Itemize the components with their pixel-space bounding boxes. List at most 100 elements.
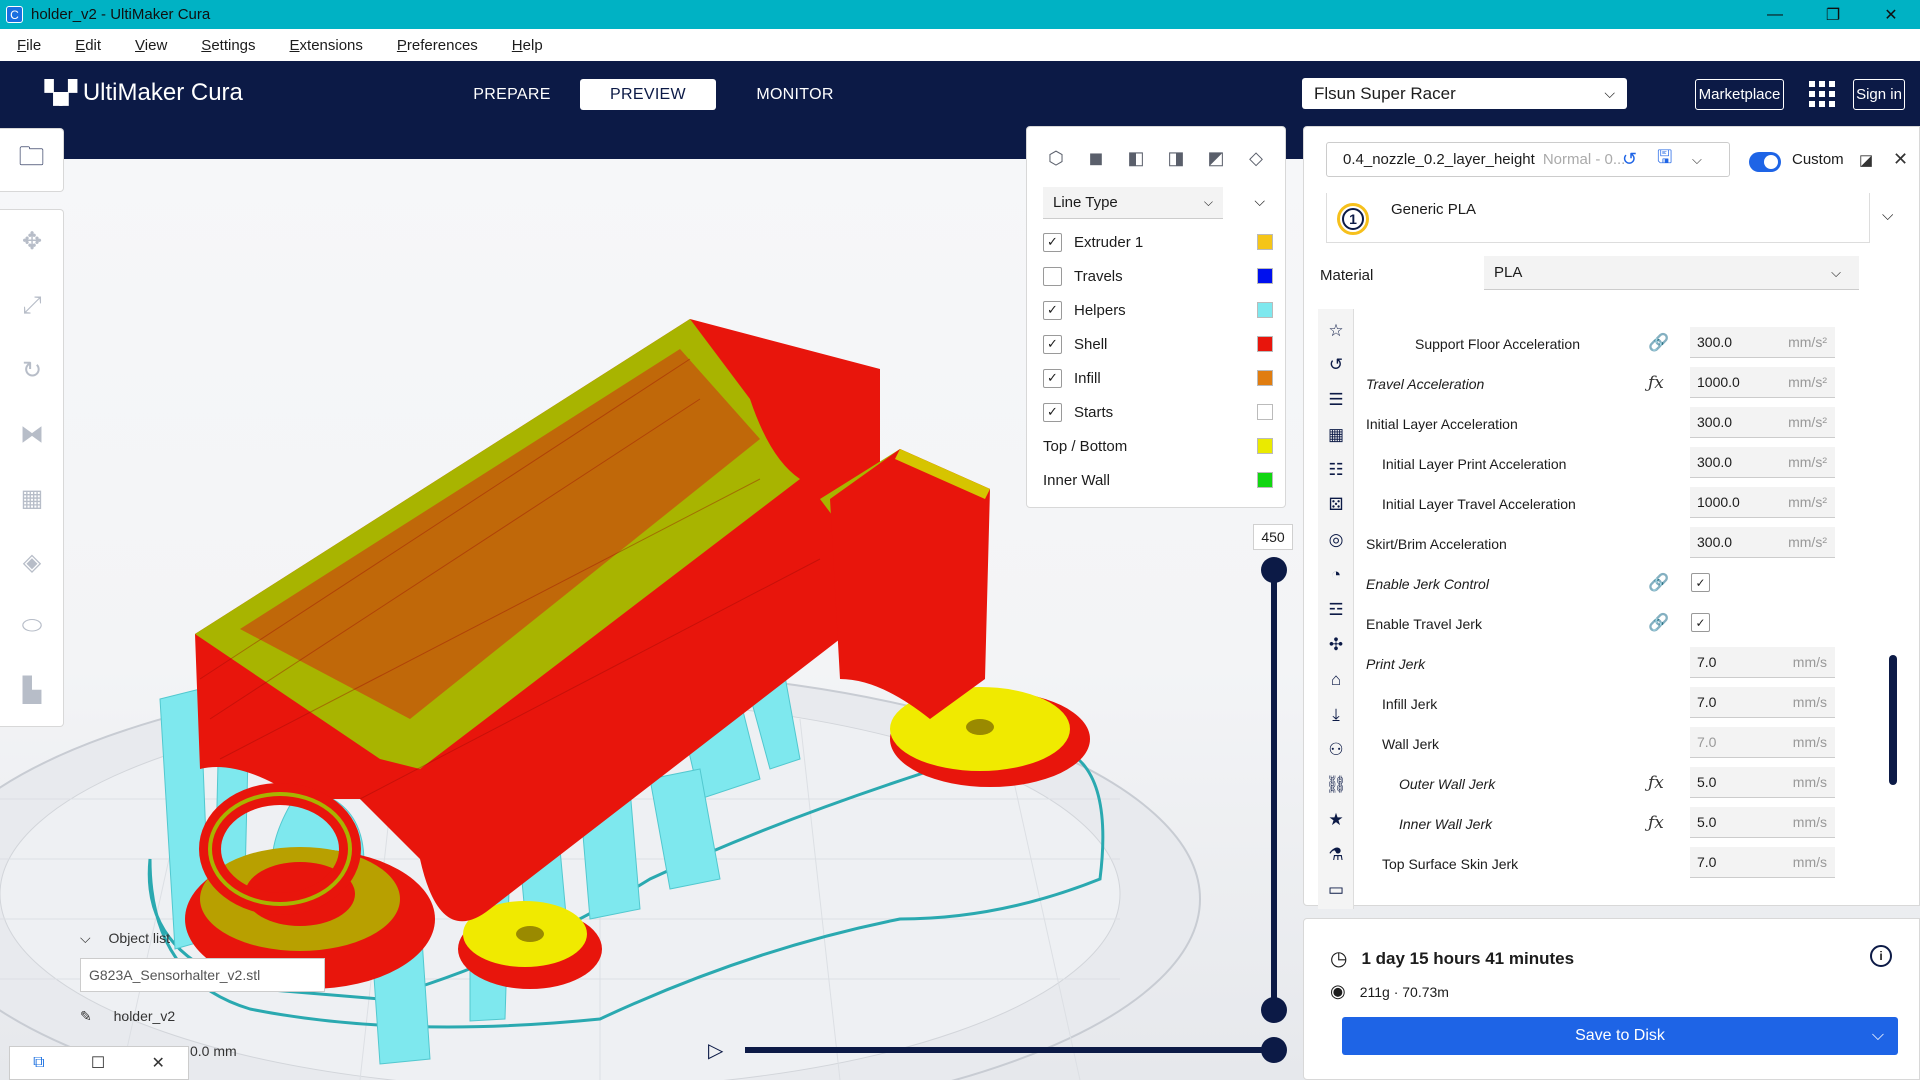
setting-value-field[interactable]: 300.0 mm/s² <box>1690 407 1835 438</box>
printer-settings-icon[interactable]: ▭ <box>1327 880 1345 899</box>
layer-slider-lower-handle[interactable] <box>1261 997 1287 1023</box>
setting-row[interactable]: Outer Wall Jerk ƒx 5.0 mm/s <box>1366 767 1866 801</box>
setting-value-field[interactable]: 7.0 mm/s <box>1690 847 1835 878</box>
cooling-fan-icon[interactable]: ✣ <box>1328 635 1344 654</box>
reset-profile-icon[interactable]: ↺ <box>1622 149 1638 169</box>
material-select[interactable]: PLA ⌵ <box>1484 256 1859 290</box>
printer-selector[interactable]: Flsun Super Racer ⌵ <box>1302 78 1627 109</box>
menu-help[interactable]: Help <box>511 36 543 54</box>
infill-category-icon[interactable]: ⚄ <box>1328 495 1344 514</box>
legend-item-infill[interactable]: ✓ Infill <box>1043 367 1273 389</box>
setting-value-field[interactable]: 7.0 mm/s <box>1690 727 1835 758</box>
adhesion-category-icon[interactable]: ⤓ <box>1332 705 1340 724</box>
setting-row[interactable]: Travel Acceleration ƒx 1000.0 mm/s² <box>1366 367 1866 401</box>
quality-category-icon[interactable]: ☰ <box>1328 390 1344 409</box>
layer-slider-upper-handle[interactable] <box>1261 557 1287 583</box>
extruder-tab[interactable]: 1 Generic PLA <box>1326 193 1870 243</box>
setting-row[interactable]: Enable Jerk Control 🔗 ✓ <box>1366 567 1866 601</box>
3d-view-icon[interactable]: ⬡ <box>1048 147 1064 168</box>
mesh-fixes-link-icon[interactable]: ⛓ <box>1325 775 1347 794</box>
dock-panel-icon[interactable]: ◪ <box>1859 152 1874 169</box>
scale-tool-icon[interactable]: ⤢ <box>22 292 42 319</box>
setting-row[interactable]: Infill Jerk 7.0 mm/s <box>1366 687 1866 721</box>
x-ray-view-icon[interactable]: ◇ <box>1249 147 1263 168</box>
right-view-icon[interactable]: ◩ <box>1207 147 1225 168</box>
path-slider-handle[interactable] <box>1261 1037 1287 1063</box>
legend-item-extruder-1[interactable]: ✓ Extruder 1 <box>1043 231 1273 253</box>
marketplace-button[interactable]: Marketplace <box>1695 79 1784 110</box>
setting-row[interactable]: Initial Layer Print Acceleration 300.0 mm… <box>1366 447 1866 481</box>
settings-scrollbar[interactable] <box>1889 655 1897 785</box>
experimental-flask-icon[interactable]: ⚗ <box>1328 845 1344 864</box>
book-tool-icon[interactable]: ▙ <box>22 676 42 704</box>
legend-item-shell[interactable]: ✓ Shell <box>1043 333 1273 355</box>
left-view-icon[interactable]: ◨ <box>1167 147 1185 168</box>
travel-category-icon[interactable]: ☲ <box>1328 600 1344 619</box>
menu-extensions[interactable]: Extensions <box>289 36 363 54</box>
chevron-down-icon[interactable]: ⌵ <box>1882 207 1894 224</box>
setting-row[interactable]: Inner Wall Jerk ƒx 5.0 mm/s <box>1366 807 1866 841</box>
checkbox-checked[interactable]: ✓ <box>1043 232 1062 252</box>
legend-item-helpers[interactable]: ✓ Helpers <box>1043 299 1273 321</box>
reset-category-icon[interactable]: ↺ <box>1328 355 1344 374</box>
stage-preview[interactable]: PREVIEW <box>580 79 716 110</box>
profile-selector[interactable]: 0.4_nozzle_0.2_layer_height Normal - 0..… <box>1326 142 1730 177</box>
chevron-down-icon[interactable]: ⌵ <box>1871 1027 1884 1044</box>
top-bottom-category-icon[interactable]: ☷ <box>1328 460 1344 479</box>
setting-value-field[interactable]: 5.0 mm/s <box>1690 807 1835 838</box>
close-icon[interactable]: ✕ <box>151 1055 165 1072</box>
setting-row[interactable]: Support Floor Acceleration 🔗 300.0 mm/s² <box>1366 327 1866 361</box>
play-simulation-icon[interactable]: ▷ <box>708 1040 724 1062</box>
setting-value-field[interactable]: 1000.0 mm/s² <box>1690 367 1835 398</box>
stage-monitor[interactable]: MONITOR <box>756 85 834 103</box>
legend-item-starts[interactable]: ✓ Starts <box>1043 401 1273 423</box>
minimize-button[interactable]: — <box>1767 5 1783 23</box>
support-blocker-icon[interactable]: ◈ <box>22 548 42 576</box>
support-category-icon[interactable]: ⌂ <box>1330 670 1342 689</box>
menu-view[interactable]: View <box>135 36 168 54</box>
menu-preferences[interactable]: Preferences <box>396 36 478 54</box>
checkbox-checked[interactable]: ✓ <box>1043 402 1062 422</box>
color-scheme-select[interactable]: Line Type ⌵ <box>1043 187 1223 219</box>
setting-value-field[interactable]: 300.0 mm/s² <box>1690 527 1835 558</box>
setting-value-field[interactable]: 7.0 mm/s <box>1690 687 1835 718</box>
apps-grid-icon[interactable] <box>1808 80 1836 108</box>
front-view-icon[interactable]: ◼ <box>1088 147 1104 168</box>
object-list-header[interactable]: ⌵ Object list <box>80 930 170 947</box>
setting-value-field[interactable]: 300.0 mm/s² <box>1690 447 1835 478</box>
material-category-icon[interactable]: ◎ <box>1328 530 1344 549</box>
close-panel-icon[interactable]: ✕ <box>1893 149 1909 169</box>
sign-in-button[interactable]: Sign in <box>1853 79 1905 110</box>
rotate-tool-icon[interactable]: ↻ <box>21 356 43 384</box>
per-model-settings-icon[interactable]: ▦ <box>20 484 44 512</box>
setting-value-field[interactable]: 300.0 mm/s² <box>1690 327 1835 358</box>
layer-number-input[interactable]: 450 <box>1253 524 1293 550</box>
collapse-legend-icon[interactable]: ⌵ <box>1254 193 1265 209</box>
setting-value-field[interactable]: 5.0 mm/s <box>1690 767 1835 798</box>
object-list-item[interactable]: G823A_Sensorhalter_v2.stl <box>80 958 325 992</box>
setting-row[interactable]: Initial Layer Acceleration 300.0 mm/s² <box>1366 407 1866 441</box>
cylinder-tool-icon[interactable]: ⬭ <box>21 612 43 639</box>
checkbox-checked[interactable]: ✓ <box>1043 300 1062 320</box>
custom-mode-toggle[interactable] <box>1749 152 1781 172</box>
favorites-star-icon[interactable]: ☆ <box>1328 321 1344 340</box>
setting-row[interactable]: Top Surface Skin Jerk 7.0 mm/s <box>1366 847 1866 881</box>
top-view-icon[interactable]: ◧ <box>1127 147 1145 168</box>
legend-item-travels[interactable]: Travels <box>1043 265 1273 287</box>
save-profile-icon[interactable]: 🖫 <box>1657 146 1673 167</box>
mirror-tool-icon[interactable]: ⧓ <box>20 420 44 448</box>
setting-row[interactable]: Skirt/Brim Acceleration 300.0 mm/s² <box>1366 527 1866 561</box>
setting-row[interactable]: Print Jerk 7.0 mm/s <box>1366 647 1866 681</box>
special-modes-star-icon[interactable]: ★ <box>1328 810 1344 829</box>
close-window-button[interactable]: ✕ <box>1884 6 1898 24</box>
checkbox-unchecked[interactable] <box>1043 266 1062 286</box>
menu-edit[interactable]: Edit <box>75 36 102 54</box>
setting-checkbox[interactable]: ✓ <box>1691 613 1710 632</box>
chevron-down-icon[interactable]: ⌵ <box>1692 151 1702 167</box>
restore-icon[interactable]: ☐ <box>90 1055 106 1072</box>
open-file-button[interactable]: 🗀 <box>0 128 64 192</box>
setting-value-field[interactable]: 7.0 mm/s <box>1690 647 1835 678</box>
move-tool-icon[interactable]: ✥ <box>21 227 43 255</box>
walls-category-icon[interactable]: ▦ <box>1327 425 1345 444</box>
speed-category-icon[interactable]: ◔ <box>1330 565 1342 584</box>
